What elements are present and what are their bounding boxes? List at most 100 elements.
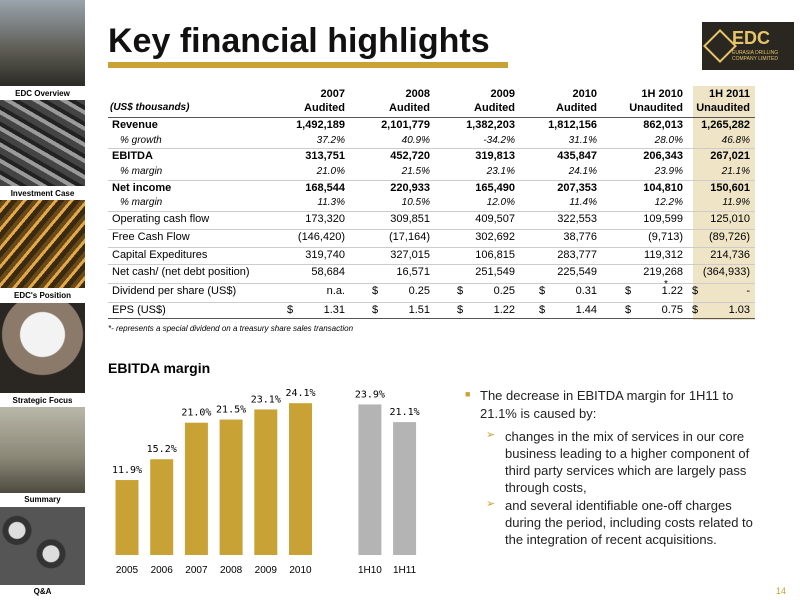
- column-year: 1H 2011: [709, 88, 750, 100]
- slide-title: Key financial highlights: [108, 22, 490, 60]
- cell-value: 1,812,156: [548, 119, 597, 131]
- page-number: 14: [776, 586, 787, 596]
- cell-value: 28.0%: [654, 135, 683, 146]
- bar: [184, 422, 208, 555]
- cell-value: (89,726): [709, 231, 750, 243]
- sidebar-label: Investment Case: [10, 189, 75, 198]
- cell-value: -34.2%: [483, 135, 515, 146]
- bullet-main: The decrease in EBITDA margin for 1H11 t…: [480, 388, 734, 421]
- column-year: 2010: [572, 88, 597, 100]
- column-audit: Audited: [389, 102, 430, 114]
- cell-value: 40.9%: [401, 135, 430, 146]
- column-year: 1H 2010: [641, 88, 683, 100]
- cell-value: 11.3%: [317, 197, 345, 208]
- photo-stairs: [0, 200, 85, 288]
- asterisk: *: [664, 279, 668, 290]
- column-audit: Audited: [556, 102, 597, 114]
- sub-bullet: changes in the mix of services in our co…: [505, 429, 750, 495]
- x-tick-label: 2009: [255, 565, 278, 576]
- cell-value: 21.0%: [316, 166, 345, 177]
- cell-value: 1,492,189: [296, 119, 345, 131]
- value-label: 21.0%: [181, 408, 211, 419]
- bar: [393, 422, 417, 555]
- cell-value: 10.5%: [401, 197, 430, 208]
- cell-value: 16,571: [396, 266, 430, 278]
- row-label: Revenue: [112, 119, 158, 131]
- x-tick-label: 2007: [185, 565, 208, 576]
- row-label: Net cash/ (net debt position): [112, 266, 250, 278]
- row-label: % margin: [120, 197, 163, 208]
- cell-value: 1.44: [575, 304, 597, 316]
- column-audit: Audited: [304, 102, 345, 114]
- x-tick-label: 1H10: [358, 565, 382, 576]
- sidebar-label: Q&A: [33, 587, 52, 596]
- cell-value: 168,544: [305, 182, 345, 194]
- cell-value: 309,851: [390, 213, 430, 225]
- table-unit: (US$ thousands): [110, 102, 190, 113]
- currency-sign: $: [692, 285, 699, 297]
- cell-value: 327,015: [390, 249, 430, 261]
- cell-value: 220,933: [390, 182, 430, 194]
- cell-value: 1,382,203: [466, 119, 515, 131]
- cell-value: 106,815: [475, 249, 515, 261]
- cell-value: 225,549: [557, 266, 597, 278]
- header-rule: [108, 117, 755, 118]
- row-label: % growth: [120, 135, 162, 146]
- cell-value: 11.4%: [569, 197, 597, 208]
- sidebar-label: Summary: [24, 495, 61, 504]
- cell-value: 1.22: [661, 285, 683, 297]
- cell-value: (17,164): [389, 231, 430, 243]
- cell-value: 283,777: [557, 249, 597, 261]
- row-rule: [108, 318, 755, 319]
- sub-bullet-marker: ➢: [486, 429, 496, 441]
- cell-value: 38,776: [563, 231, 597, 243]
- bullet-marker: ■: [465, 389, 471, 399]
- row-rule: [108, 148, 755, 149]
- currency-sign: $: [372, 304, 379, 316]
- row-rule: [108, 211, 755, 212]
- column-audit: Unaudited: [629, 102, 683, 114]
- logo: EDC EURASIA DRILLING COMPANY LIMITED: [702, 22, 794, 70]
- cell-value: 1.03: [728, 304, 750, 316]
- cell-value: 214,736: [710, 249, 750, 261]
- currency-sign: $: [625, 304, 632, 316]
- cell-value: 251,549: [475, 266, 515, 278]
- cell-value: 206,343: [643, 150, 683, 162]
- cell-value: (9,713): [648, 231, 683, 243]
- currency-sign: $: [372, 285, 379, 297]
- x-tick-label: 2005: [116, 565, 139, 576]
- cell-value: 21.5%: [401, 166, 430, 177]
- cell-value: 21.1%: [721, 166, 750, 177]
- currency-sign: $: [625, 285, 632, 297]
- x-tick-label: 1H11: [393, 565, 417, 576]
- column-year: 2008: [405, 88, 430, 100]
- cell-value: n.a.: [326, 285, 345, 297]
- row-label: % margin: [120, 166, 163, 177]
- bar: [150, 459, 174, 555]
- photo-rig: [0, 0, 85, 86]
- title-underline: [108, 62, 508, 68]
- value-label: 21.5%: [216, 405, 246, 416]
- cell-value: 452,720: [390, 150, 430, 162]
- cell-value: 319,813: [475, 150, 515, 162]
- column-year: 2009: [490, 88, 515, 100]
- x-tick-label: 2008: [220, 565, 243, 576]
- sidebar-label: Strategic Focus: [12, 396, 73, 405]
- sidebar-label: EDC's Position: [13, 291, 72, 300]
- sub-bullet-marker: ➢: [486, 498, 496, 510]
- cell-value: 46.8%: [721, 135, 750, 146]
- cell-value: 435,847: [557, 150, 597, 162]
- cell-value: 207,353: [557, 182, 597, 194]
- cell-value: 58,684: [311, 266, 345, 278]
- cell-value: 0.75: [661, 304, 683, 316]
- currency-sign: $: [539, 304, 546, 316]
- cell-value: 125,010: [710, 213, 750, 225]
- highlight-column: [693, 86, 755, 320]
- currency-sign: $: [539, 285, 546, 297]
- column-audit: Audited: [474, 102, 515, 114]
- bar: [219, 419, 243, 555]
- cell-value: 119,312: [644, 249, 683, 261]
- footnote: *- represents a special dividend on a tr…: [108, 324, 354, 333]
- cell-value: 12.2%: [654, 197, 683, 208]
